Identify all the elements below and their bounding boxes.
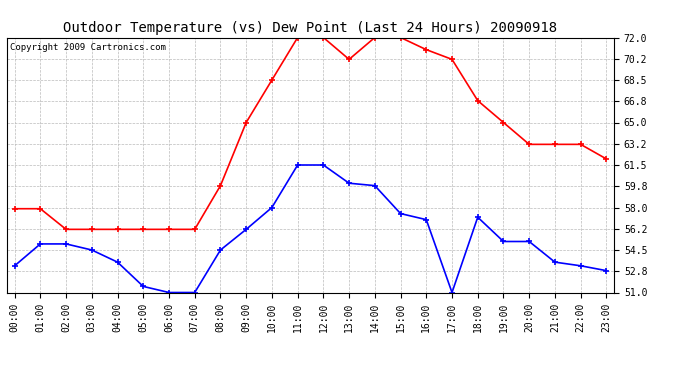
Title: Outdoor Temperature (vs) Dew Point (Last 24 Hours) 20090918: Outdoor Temperature (vs) Dew Point (Last… — [63, 21, 558, 35]
Text: Copyright 2009 Cartronics.com: Copyright 2009 Cartronics.com — [10, 43, 166, 52]
